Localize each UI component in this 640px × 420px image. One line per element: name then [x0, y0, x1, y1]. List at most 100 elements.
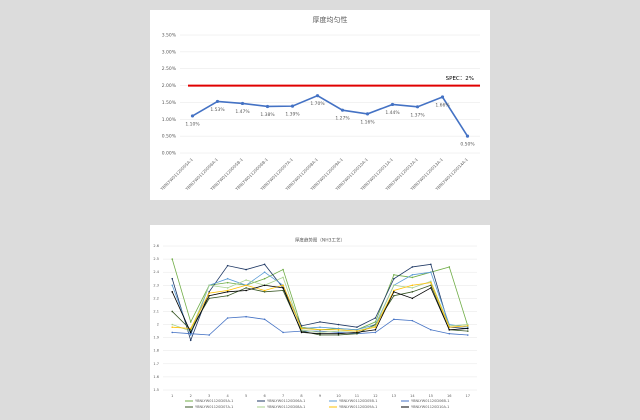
- legend-label: YBNLYW01120D10A-1: [411, 405, 449, 409]
- point: [171, 331, 174, 334]
- point: [393, 274, 395, 276]
- point: [300, 328, 303, 331]
- data-label: 0.50%: [460, 142, 475, 148]
- point: [340, 108, 345, 112]
- point: [300, 327, 303, 330]
- y-tick-label: 2.50%: [162, 66, 177, 72]
- point: [282, 284, 284, 287]
- point: [356, 332, 358, 335]
- y-tick-label: 1.6: [153, 375, 159, 379]
- y-tick-label: 2.6: [153, 244, 159, 248]
- point: [374, 317, 377, 319]
- point: [171, 277, 174, 280]
- x-tick-label: 11: [355, 394, 359, 398]
- point: [356, 326, 358, 328]
- point: [189, 332, 192, 335]
- y-tick-label: 2.1: [153, 309, 159, 313]
- point: [337, 328, 340, 331]
- point: [226, 277, 229, 280]
- point: [393, 318, 395, 321]
- x-tick-label: 3: [208, 394, 210, 398]
- point: [466, 323, 469, 326]
- point: [337, 334, 340, 336]
- data-label: 1.44%: [385, 110, 400, 116]
- point: [411, 266, 414, 268]
- point: [245, 315, 247, 318]
- point: [245, 284, 247, 287]
- point: [263, 318, 266, 321]
- chart-title: 厚度均匀性: [313, 15, 348, 24]
- data-label: 1.53%: [210, 107, 225, 113]
- point: [190, 114, 195, 118]
- point: [430, 328, 432, 331]
- point: [240, 101, 245, 106]
- y-tick-label: 3.00%: [162, 49, 177, 55]
- data-label: 1.38%: [260, 112, 275, 118]
- point: [337, 332, 340, 335]
- y-tick-label: 0.50%: [162, 134, 177, 140]
- point: [282, 276, 284, 279]
- point: [430, 263, 432, 266]
- x-tick-label: 16: [447, 394, 451, 398]
- point: [393, 284, 395, 287]
- point: [263, 289, 266, 292]
- point: [226, 281, 229, 284]
- point: [466, 334, 469, 336]
- point: [226, 317, 229, 319]
- y-tick-label: 3.50%: [162, 33, 177, 39]
- point: [411, 297, 414, 300]
- point: [208, 292, 210, 294]
- point: [466, 325, 469, 327]
- spec-label: SPEC：2%: [446, 76, 474, 82]
- legend-label: YBNLYW01120D05B-1: [339, 399, 377, 403]
- y-tick-label: 2.00%: [162, 83, 177, 89]
- point: [319, 330, 321, 332]
- point: [208, 294, 210, 297]
- point: [466, 326, 469, 328]
- point: [356, 328, 358, 331]
- data-label: 1.27%: [335, 116, 350, 122]
- point: [393, 291, 395, 293]
- data-label: 1.70%: [310, 101, 325, 107]
- x-tick-label: 13: [392, 394, 396, 398]
- x-tick-label: 5: [245, 394, 247, 398]
- point: [226, 264, 229, 267]
- point: [430, 280, 432, 283]
- y-tick-label: 1.7: [153, 362, 159, 366]
- point: [263, 284, 266, 287]
- point: [300, 331, 303, 334]
- legend-label: YBNLYW01120D07A-1: [195, 405, 233, 409]
- legend-label: YBNLYW01120D09A-1: [339, 405, 377, 409]
- y-tick-label: 2.2: [153, 296, 159, 300]
- point: [245, 289, 247, 292]
- point: [171, 291, 174, 293]
- point: [411, 287, 414, 289]
- point: [282, 287, 284, 289]
- point: [171, 284, 174, 287]
- point: [356, 330, 358, 332]
- top-panel: [150, 10, 490, 200]
- point: [374, 321, 377, 323]
- point: [374, 331, 377, 334]
- point: [430, 271, 432, 273]
- point: [440, 95, 445, 99]
- y-tick-label: 2.3: [153, 283, 159, 287]
- point: [319, 331, 321, 334]
- point: [319, 326, 321, 328]
- point: [226, 291, 229, 293]
- point: [411, 319, 414, 322]
- point: [374, 326, 377, 328]
- point: [319, 321, 321, 323]
- point: [208, 284, 210, 287]
- point: [171, 326, 174, 328]
- point: [337, 331, 340, 334]
- point: [430, 287, 432, 289]
- legend-label: YBNLYW01120D05A-1: [195, 399, 233, 403]
- y-tick-label: 2.4: [153, 270, 159, 274]
- y-tick-label: 1.00%: [162, 117, 177, 123]
- y-tick-label: 1.8: [153, 349, 159, 353]
- point: [465, 134, 470, 138]
- point: [245, 279, 247, 281]
